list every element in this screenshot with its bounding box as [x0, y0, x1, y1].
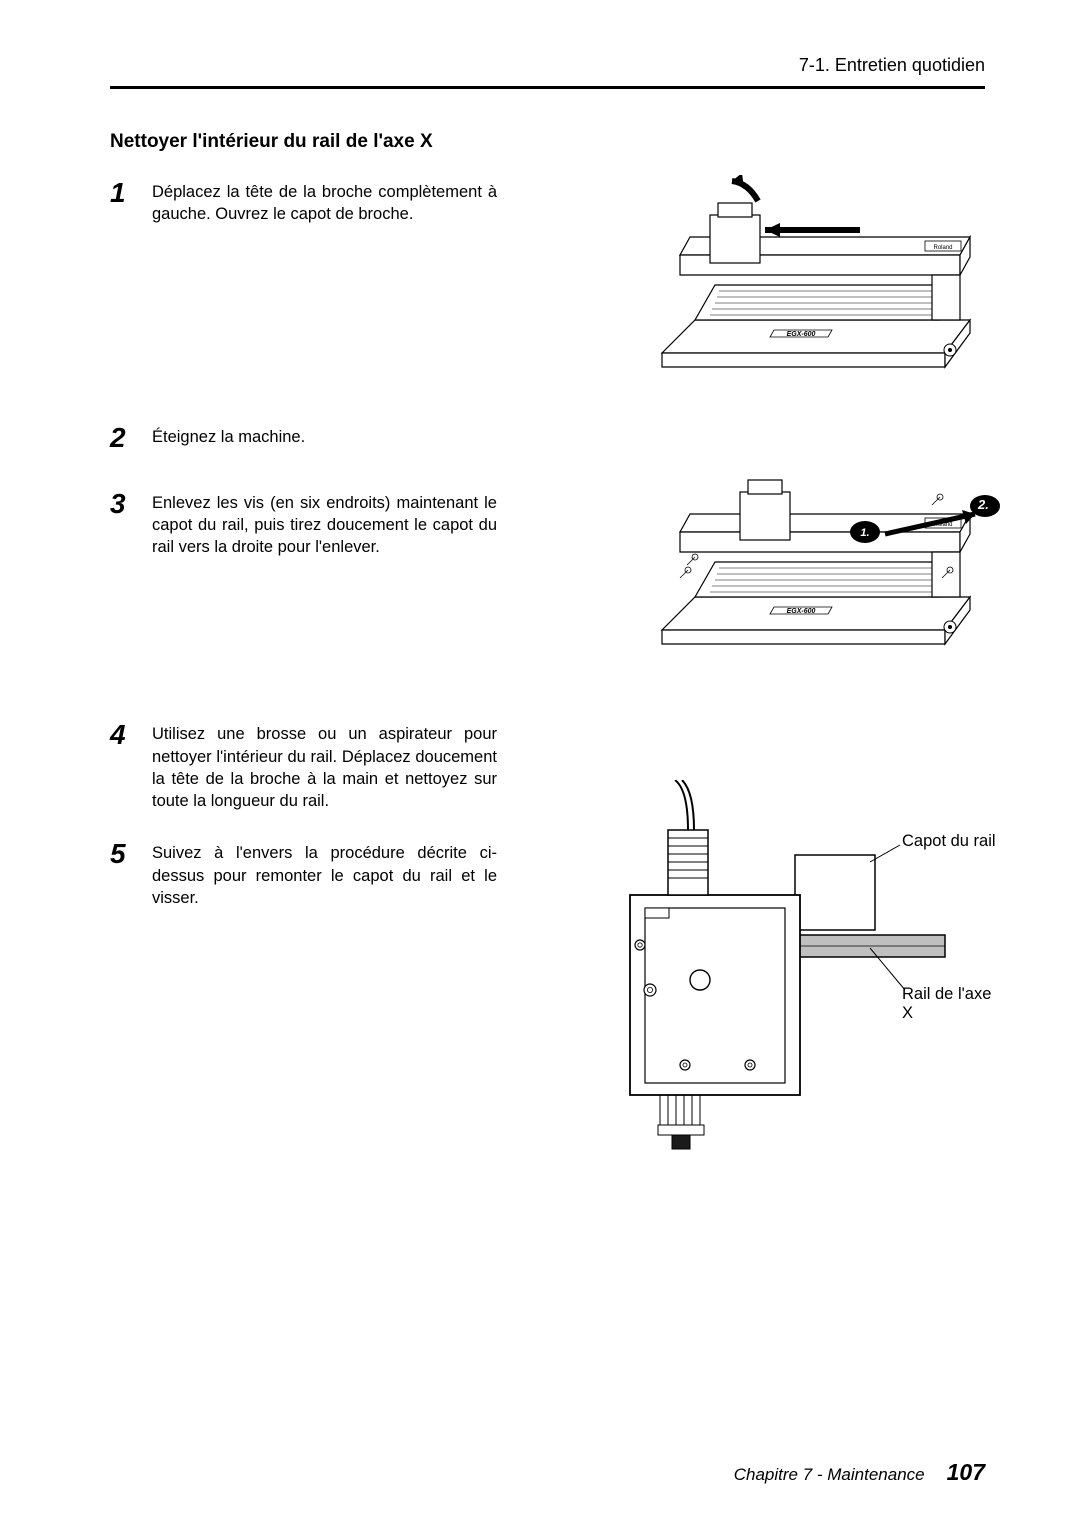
- figure-2: Roland EGX-600 1. 2.: [640, 452, 985, 662]
- marker-2: 2.: [978, 497, 989, 512]
- step-text: Éteignez la machine.: [152, 426, 497, 448]
- step-text: Suivez à l'envers la procédure décrite c…: [152, 842, 497, 909]
- step-text: Utilisez une brosse ou un aspirateur pou…: [152, 723, 497, 812]
- section-title: Nettoyer l'intérieur du rail de l'axe X: [110, 131, 985, 153]
- footer-page: 107: [947, 1459, 985, 1486]
- step-text: Enlevez les vis (en six endroits) mainte…: [152, 492, 497, 559]
- step-number: 1: [110, 179, 152, 207]
- machine-label: EGX-600: [787, 331, 816, 338]
- step-number: 4: [110, 721, 152, 749]
- footer: Chapitre 7 - Maintenance 107: [734, 1459, 985, 1486]
- header-rule: [110, 86, 985, 89]
- step-text: Déplacez la tête de la broche complèteme…: [152, 181, 497, 226]
- step-number: 2: [110, 424, 152, 452]
- step-number: 3: [110, 490, 152, 518]
- marker-1: 1.: [860, 527, 869, 539]
- step-2: 2 Éteignez la machine.: [110, 426, 985, 452]
- figure-1: Roland EGX-600: [640, 175, 985, 385]
- label-rail: Rail de l'axe X: [902, 985, 1000, 1023]
- figure-3: Capot du rail Rail de l'axe X: [570, 780, 1000, 1170]
- step-number: 5: [110, 840, 152, 868]
- header-section: 7-1. Entretien quotidien: [110, 55, 985, 76]
- label-capot: Capot du rail: [902, 832, 996, 851]
- brand-label: Roland: [933, 245, 952, 251]
- machine-label: EGX-600: [787, 608, 816, 615]
- footer-chapter: Chapitre 7 - Maintenance: [734, 1465, 925, 1485]
